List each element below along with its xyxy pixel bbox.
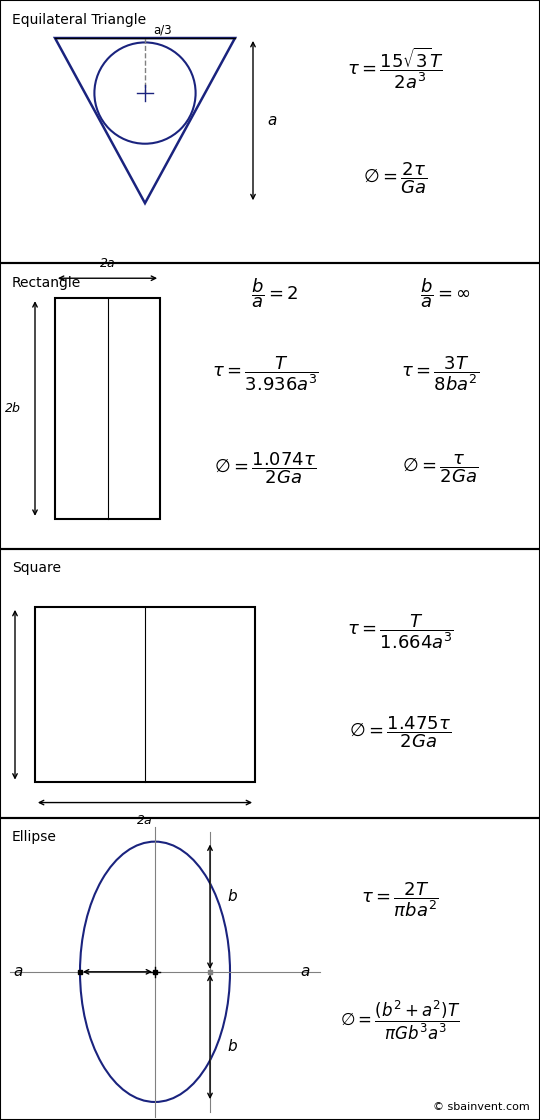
- Text: 2a: 2a: [100, 256, 116, 270]
- Text: $\emptyset = \dfrac{2\tau}{Ga}$: $\emptyset = \dfrac{2\tau}{Ga}$: [363, 160, 427, 196]
- Text: $\tau = \dfrac{2T}{\pi b a^2}$: $\tau = \dfrac{2T}{\pi b a^2}$: [361, 880, 439, 920]
- Text: $\dfrac{b}{a} = \infty$: $\dfrac{b}{a} = \infty$: [420, 277, 470, 310]
- Text: a/3: a/3: [153, 24, 172, 36]
- Text: 2a: 2a: [137, 814, 153, 827]
- Text: $\dfrac{b}{a} = 2$: $\dfrac{b}{a} = 2$: [251, 277, 299, 310]
- Text: 2a: 2a: [0, 688, 1, 701]
- Text: $\tau = \dfrac{3T}{8ba^2}$: $\tau = \dfrac{3T}{8ba^2}$: [401, 354, 479, 393]
- Text: Ellipse: Ellipse: [12, 830, 57, 843]
- Bar: [55, 298, 160, 519]
- Text: $\emptyset = \dfrac{1.074\tau}{2Ga}$: $\emptyset = \dfrac{1.074\tau}{2Ga}$: [214, 451, 316, 486]
- Text: Equilateral Triangle: Equilateral Triangle: [12, 13, 146, 27]
- Text: $\emptyset = \dfrac{1.475\tau}{2Ga}$: $\emptyset = \dfrac{1.475\tau}{2Ga}$: [349, 715, 451, 750]
- Text: b: b: [227, 1039, 237, 1054]
- Bar: [35, 607, 255, 783]
- Text: © sbainvent.com: © sbainvent.com: [433, 1102, 530, 1112]
- Text: $\tau = \dfrac{15\sqrt{3}T}{2a^3}$: $\tau = \dfrac{15\sqrt{3}T}{2a^3}$: [347, 45, 443, 91]
- Text: a: a: [267, 113, 276, 128]
- Text: Rectangle: Rectangle: [12, 277, 81, 290]
- Text: $\tau = \dfrac{T}{3.936a^3}$: $\tau = \dfrac{T}{3.936a^3}$: [212, 354, 319, 393]
- Text: $\emptyset = \dfrac{\tau}{2Ga}$: $\emptyset = \dfrac{\tau}{2Ga}$: [402, 452, 478, 485]
- Text: $\emptyset = \dfrac{(b^2 + a^2)T}{\pi G b^3 a^3}$: $\emptyset = \dfrac{(b^2 + a^2)T}{\pi G …: [340, 998, 460, 1042]
- Text: 2b: 2b: [5, 402, 21, 416]
- Text: b: b: [227, 889, 237, 904]
- Text: Square: Square: [12, 561, 61, 575]
- Text: a: a: [14, 964, 23, 979]
- Text: $\tau = \dfrac{T}{1.664a^3}$: $\tau = \dfrac{T}{1.664a^3}$: [347, 613, 454, 652]
- Text: a: a: [300, 964, 309, 979]
